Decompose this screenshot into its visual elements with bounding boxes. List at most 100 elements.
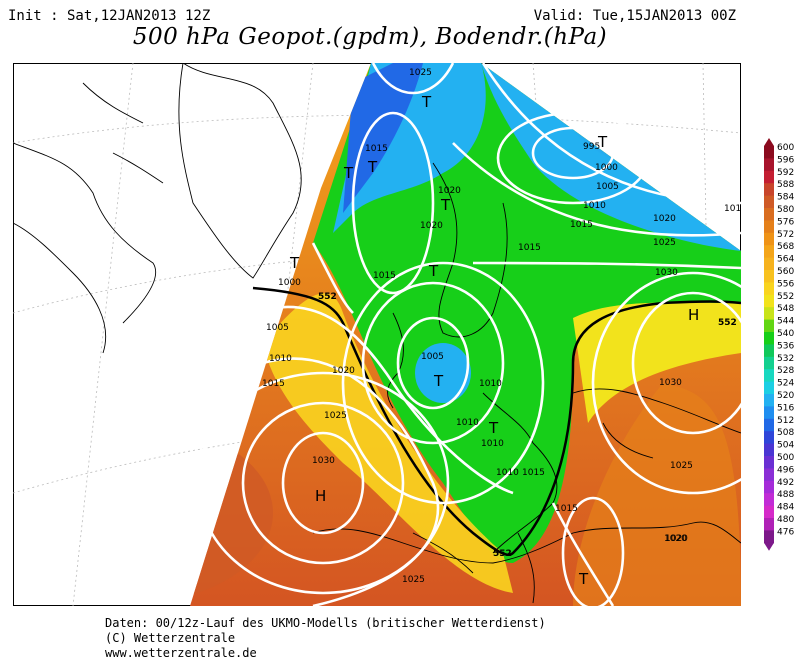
- isobar-label: 1010: [456, 418, 479, 428]
- isobar-label: 1025: [402, 575, 425, 585]
- legend-label: 572: [777, 230, 794, 240]
- footer-website: www.wetterzentrale.de: [105, 646, 257, 660]
- legend-swatch: [764, 381, 774, 395]
- footer-data-source: Daten: 00/12z-Lauf des UKMO-Modells (bri…: [105, 616, 546, 630]
- legend-swatch: [764, 406, 774, 420]
- legend-label: 528: [777, 366, 794, 376]
- legend-label: 560: [777, 267, 794, 277]
- isobar-label: 1025: [653, 238, 676, 248]
- legend-swatch: [764, 468, 774, 482]
- low-center: T: [289, 254, 300, 272]
- legend-swatch: [764, 170, 774, 184]
- isobar-label: 1020: [664, 534, 687, 544]
- color-scale-legend: 600 596 592 588 584 580 576 572 568 564 560 556 552 5…: [764, 138, 794, 551]
- legend-label: 548: [777, 304, 794, 314]
- legend-swatch: [764, 146, 774, 159]
- legend-swatch: [764, 319, 774, 333]
- isobar-label: 1010: [583, 201, 606, 211]
- legend-swatch: [764, 369, 774, 383]
- isobar-label: 1015: [365, 144, 388, 154]
- legend-swatch: [764, 480, 774, 494]
- isobar-label: 1000: [595, 163, 618, 173]
- legend-label: 492: [777, 478, 794, 488]
- isobar-label: 101: [724, 204, 741, 214]
- isobar-label: 1010: [496, 468, 519, 478]
- legend-swatch: [764, 270, 774, 283]
- isobar-label: 1020: [665, 534, 688, 544]
- pressure-centers: H H T T T T T T T T T T: [289, 93, 699, 588]
- isobar-label: 1030: [655, 268, 678, 278]
- isobar-label: 1015: [522, 468, 545, 478]
- isobar-label: 1025: [409, 68, 432, 78]
- isobar-label: 1015: [555, 504, 578, 514]
- isobar-label: 995: [583, 142, 600, 152]
- isobar-label: 1020: [420, 221, 443, 231]
- legend-label: 552: [777, 292, 794, 302]
- legend-swatch: [764, 208, 774, 221]
- legend-swatch: [764, 183, 774, 197]
- legend-label: 532: [777, 354, 794, 364]
- legend-swatch: [764, 220, 774, 234]
- isobars: [196, 63, 741, 606]
- legend-label: 516: [777, 403, 794, 413]
- coastlines: [13, 63, 741, 604]
- legend-swatch: [764, 158, 774, 172]
- legend-swatch: [764, 493, 774, 507]
- isobar-label: 1025: [324, 411, 347, 421]
- legend-swatch: [764, 344, 774, 358]
- low-center: T: [578, 570, 589, 588]
- isobar-label: 1015: [262, 379, 285, 389]
- legend-label: 508: [777, 428, 794, 438]
- legend-label: 496: [777, 465, 794, 475]
- isobar-label: 1030: [312, 456, 335, 466]
- low-center: T: [428, 262, 439, 280]
- isobar-label: 1030: [659, 378, 682, 388]
- legend-label: 580: [777, 205, 794, 215]
- legend-swatch: [764, 418, 774, 432]
- isobar-label: 1020: [332, 366, 355, 376]
- legend-swatch: [764, 294, 774, 308]
- low-center: T: [433, 372, 444, 390]
- isobar-label: 1010: [269, 354, 292, 364]
- legend-label: 512: [777, 416, 794, 426]
- init-time-label: Init : Sat,12JAN2013 12Z: [8, 8, 211, 24]
- legend-swatch: [764, 356, 774, 370]
- legend-label: 480: [777, 515, 794, 525]
- legend-swatch: [764, 245, 774, 259]
- high-center: H: [688, 306, 699, 324]
- weather-map: 1025 1015 1020 1020 1000 1005 1010 1015 …: [13, 63, 741, 606]
- legend-label: 500: [777, 453, 794, 463]
- legend-arrow-up: [764, 138, 774, 146]
- isobar-label: 1015: [570, 220, 593, 230]
- isobar-label: 1010: [479, 379, 502, 389]
- low-center: T: [421, 93, 432, 111]
- legend-label: 564: [777, 255, 794, 265]
- geopotential-552-line: [252, 286, 741, 557]
- legend-swatch: [764, 394, 774, 407]
- legend-label: 576: [777, 217, 794, 227]
- low-center: T: [367, 158, 378, 176]
- legend-label: 600: [777, 143, 794, 153]
- low-center: T: [440, 196, 451, 214]
- legend-swatch: [764, 307, 774, 321]
- legend-label: 540: [777, 329, 794, 339]
- legend-arrow-down: [764, 542, 774, 551]
- chart-title: 500 hPa Geopot.(gpdm), Bodendr.(hPa): [132, 24, 608, 50]
- isobar-label: 1005: [421, 352, 444, 362]
- legend-label: 592: [777, 168, 794, 178]
- legend-label: 596: [777, 155, 794, 165]
- legend-swatch: [764, 257, 774, 271]
- low-center: T: [597, 133, 608, 151]
- low-center: T: [488, 419, 499, 437]
- legend-label: 488: [777, 490, 794, 500]
- legend-label: 584: [777, 193, 794, 203]
- legend-label: 588: [777, 180, 794, 190]
- legend-label: 556: [777, 279, 794, 289]
- legend-label: 568: [777, 242, 794, 252]
- legend-swatch: [764, 456, 774, 469]
- legend-label: 484: [777, 503, 794, 513]
- legend-label: 524: [777, 379, 794, 389]
- legend-label: 520: [777, 391, 794, 401]
- isobar-label: 1020: [438, 186, 461, 196]
- isobar-label: 1015: [518, 243, 541, 253]
